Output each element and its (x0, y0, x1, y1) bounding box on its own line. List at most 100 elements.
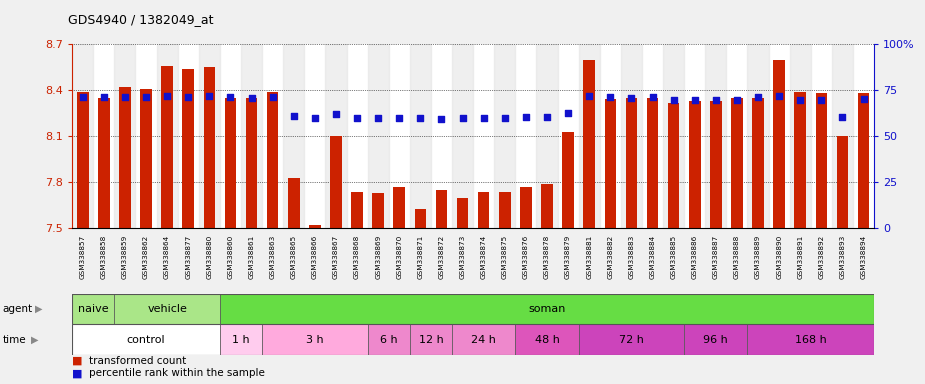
Bar (731, 98, 743, 228)
Point (287, 113, 302, 119)
Bar (705, 44, 726, 228)
Point (582, 93, 597, 99)
Bar (647, 98, 659, 228)
Point (709, 97, 723, 103)
Bar (541, 184, 553, 228)
Text: soman: soman (528, 304, 566, 314)
Point (539, 114, 554, 120)
Bar (326, 44, 347, 228)
Bar (367, 324, 410, 355)
Bar (410, 44, 431, 228)
Bar (710, 101, 722, 228)
Bar (161, 66, 173, 228)
Bar (199, 44, 220, 228)
Bar (220, 294, 874, 324)
Text: 1 h: 1 h (232, 335, 250, 345)
Bar (119, 87, 130, 228)
Text: naive: naive (78, 304, 108, 314)
Bar (262, 324, 367, 355)
Point (328, 111, 343, 117)
Bar (352, 192, 363, 228)
Text: control: control (127, 335, 166, 345)
Bar (663, 44, 684, 228)
Bar (115, 294, 220, 324)
Bar (515, 324, 579, 355)
Bar (241, 44, 262, 228)
Point (771, 93, 786, 99)
Point (835, 114, 850, 120)
Bar (330, 136, 341, 228)
Text: ■: ■ (72, 368, 82, 378)
Bar (625, 98, 637, 228)
Point (180, 94, 195, 100)
Text: time: time (3, 335, 27, 345)
Point (160, 93, 175, 99)
Point (139, 94, 154, 100)
Bar (283, 44, 304, 228)
Text: 48 h: 48 h (535, 335, 560, 345)
Text: transformed count: transformed count (89, 356, 186, 366)
Point (645, 94, 660, 100)
Bar (204, 67, 216, 228)
Point (498, 115, 512, 121)
Point (434, 116, 449, 122)
Point (307, 115, 322, 121)
Point (265, 94, 280, 100)
Bar (373, 193, 384, 228)
Bar (309, 225, 321, 228)
Text: ▶: ▶ (35, 304, 43, 314)
Bar (747, 44, 769, 228)
Text: percentile rank within the sample: percentile rank within the sample (89, 368, 265, 378)
Bar (414, 209, 426, 228)
Bar (367, 44, 388, 228)
Bar (452, 44, 474, 228)
Text: agent: agent (3, 304, 33, 314)
Point (624, 94, 639, 101)
Bar (452, 324, 515, 355)
Bar (410, 324, 452, 355)
Bar (457, 198, 468, 228)
Bar (115, 44, 135, 228)
Point (814, 97, 829, 103)
Text: vehicle: vehicle (147, 304, 187, 314)
Bar (689, 101, 700, 228)
Text: 168 h: 168 h (795, 335, 827, 345)
Bar (225, 98, 236, 228)
Text: 12 h: 12 h (418, 335, 443, 345)
Bar (536, 44, 558, 228)
Text: GDS4940 / 1382049_at: GDS4940 / 1382049_at (68, 13, 213, 26)
Bar (266, 92, 278, 228)
Bar (579, 324, 684, 355)
Point (455, 115, 470, 121)
Bar (478, 192, 489, 228)
Bar (795, 92, 806, 228)
Point (561, 110, 575, 116)
Bar (857, 93, 869, 228)
Point (687, 97, 702, 103)
Text: 96 h: 96 h (704, 335, 728, 345)
Bar (499, 192, 511, 228)
Point (350, 115, 364, 121)
Bar (790, 44, 811, 228)
Bar (72, 294, 115, 324)
Bar (684, 324, 747, 355)
Bar (562, 132, 574, 228)
Text: ▶: ▶ (31, 335, 39, 345)
Point (519, 114, 534, 120)
Point (730, 97, 745, 103)
Bar (832, 44, 853, 228)
Bar (288, 178, 300, 228)
Bar (773, 60, 785, 228)
Bar (141, 89, 152, 228)
Bar (837, 136, 848, 228)
Bar (246, 98, 257, 228)
Point (202, 93, 216, 99)
Bar (393, 187, 405, 228)
Text: 24 h: 24 h (471, 335, 496, 345)
Bar (584, 60, 595, 228)
Point (75, 94, 90, 100)
Point (857, 96, 871, 103)
Text: ■: ■ (72, 356, 82, 366)
Bar (621, 44, 642, 228)
Point (603, 94, 618, 100)
